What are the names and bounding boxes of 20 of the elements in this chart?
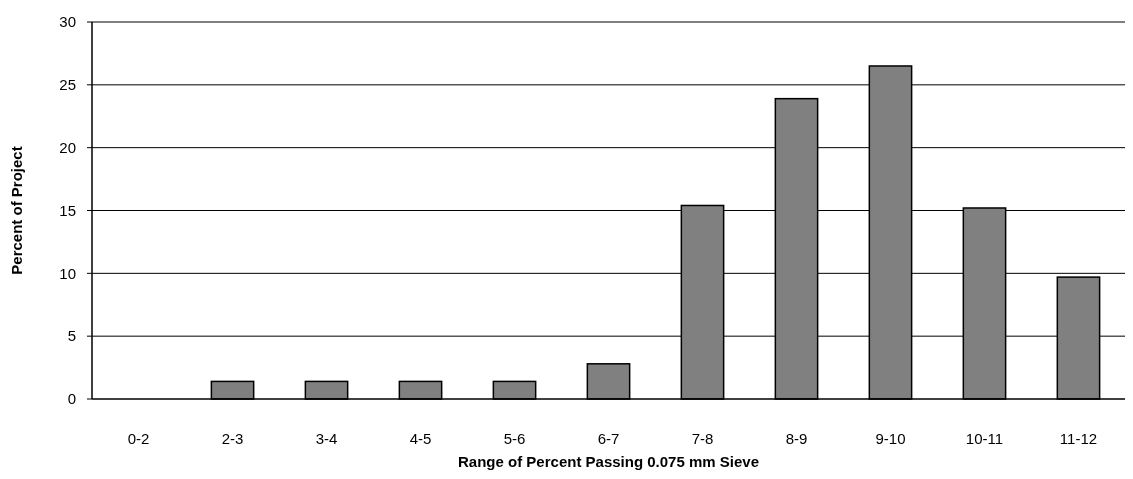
y-tick-label: 15 [59, 201, 76, 219]
x-tick-label: 5-6 [503, 430, 526, 447]
x-tick-label: 10-11 [965, 430, 1004, 447]
y-tick-label: 10 [59, 264, 76, 282]
y-tick-label: 5 [67, 327, 76, 345]
y-tick-label: 25 [59, 76, 76, 94]
x-tick-label: 4-5 [409, 430, 432, 447]
x-tick-label: 9-10 [875, 430, 906, 447]
x-tick-label: 3-4 [315, 430, 338, 447]
x-tick-label: 0-2 [127, 430, 150, 447]
x-tick-label: 11-12 [1059, 430, 1098, 447]
x-tick-label: 7-8 [691, 430, 714, 447]
y-axis-title: Percent of Project [8, 146, 25, 275]
x-tick-label: 8-9 [785, 430, 808, 447]
y-tick-label: 30 [59, 13, 76, 31]
y-tick-label: 20 [59, 138, 76, 156]
x-axis-title: Range of Percent Passing 0.075 mm Sieve [458, 453, 759, 470]
x-tick-label: 6-7 [597, 430, 620, 447]
y-tick-label: 0 [67, 390, 76, 408]
x-tick-label: 2-3 [221, 430, 244, 447]
